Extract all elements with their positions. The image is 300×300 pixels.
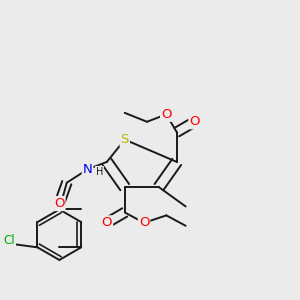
Text: Cl: Cl xyxy=(3,234,15,247)
Text: O: O xyxy=(189,115,200,128)
Text: O: O xyxy=(139,216,149,229)
Text: S: S xyxy=(121,133,129,146)
Text: N: N xyxy=(83,163,92,176)
Text: O: O xyxy=(102,216,112,229)
Text: O: O xyxy=(54,197,64,210)
Text: H: H xyxy=(96,167,103,177)
Text: O: O xyxy=(161,108,172,121)
